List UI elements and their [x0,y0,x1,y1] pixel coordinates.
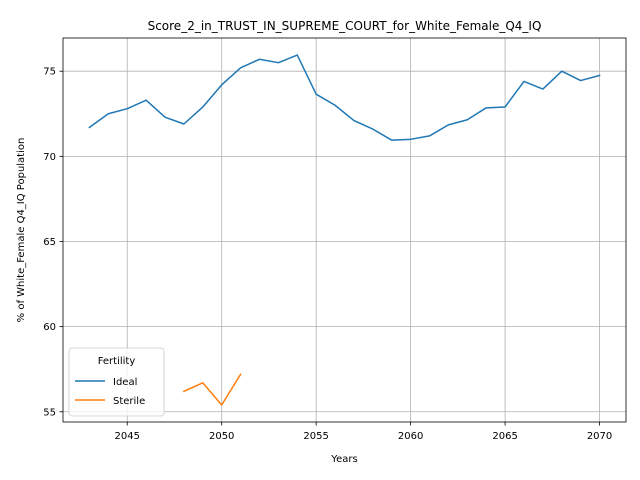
legend-box [68,347,165,417]
chart-title: Score_2_in_TRUST_IN_SUPREME_COURT_for_Wh… [148,19,542,33]
series-line-sterile [182,373,242,406]
legend-title: Fertility [98,356,136,367]
y-axis-ticks: 55 60 65 70 75 [43,67,63,418]
y-tick-label: 55 [43,407,56,418]
x-axis-ticks: 2045 2050 2055 2060 2065 2070 [115,422,612,442]
x-tick-label: 2055 [303,431,328,442]
grid-lines [63,38,626,422]
x-tick-label: 2045 [115,431,140,442]
y-tick-label: 65 [43,237,56,248]
legend-label-sterile: Sterile [113,396,145,407]
x-tick-label: 2060 [398,431,423,442]
x-tick-label: 2050 [209,431,234,442]
legend: Fertility Ideal Sterile [68,347,165,417]
legend-label-ideal: Ideal [113,377,137,388]
y-tick-label: 60 [43,322,56,333]
series-line-ideal [88,54,601,141]
x-tick-label: 2070 [587,431,612,442]
plot-frame [62,37,627,423]
x-tick-label: 2065 [492,431,517,442]
x-axis-title: Years [330,454,357,465]
y-tick-label: 70 [43,152,56,163]
y-axis-title: % of White_Female Q4_IQ Population [16,138,27,323]
y-tick-label: 75 [43,67,56,78]
series-lines [88,54,601,406]
